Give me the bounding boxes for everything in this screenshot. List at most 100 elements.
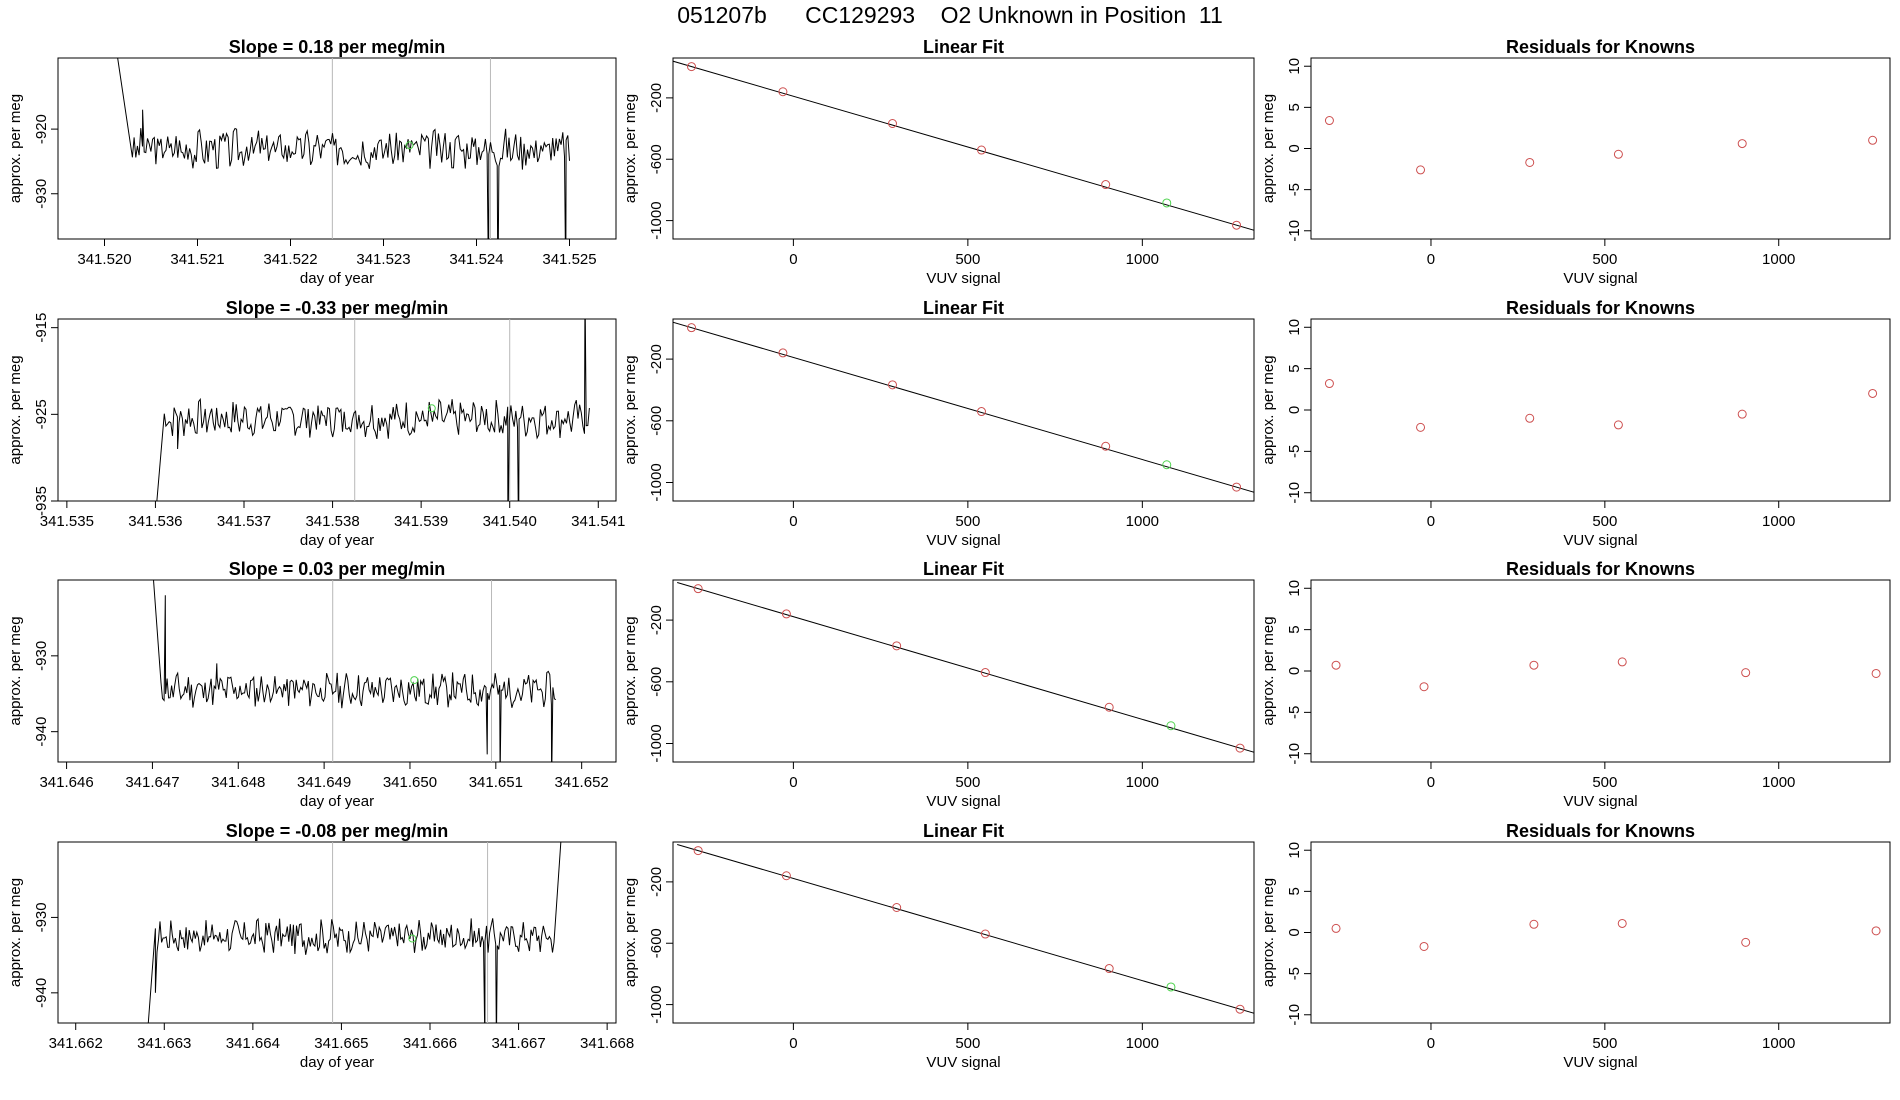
x-axis-label: VUV signal xyxy=(1563,793,1637,810)
plot-area xyxy=(1324,116,1878,175)
data-trace xyxy=(147,842,562,1023)
known-point xyxy=(693,584,703,594)
x-tick-label: 341.523 xyxy=(356,251,410,268)
x-tick-label: 341.539 xyxy=(394,513,448,530)
x-axis-label: VUV signal xyxy=(1563,532,1637,549)
y-tick-label: 0 xyxy=(1286,144,1303,152)
y-axis-label: approx. per meg xyxy=(1260,355,1277,464)
x-axis-label: VUV signal xyxy=(926,532,1000,549)
known-point xyxy=(1617,657,1627,667)
known-point xyxy=(1529,919,1539,929)
x-tick-label: 341.649 xyxy=(297,774,351,791)
y-tick-label: -600 xyxy=(648,667,665,697)
y-tick-label: 5 xyxy=(1286,364,1303,372)
panel-title: Slope = -0.33 per meg/min xyxy=(226,298,449,318)
panel-title: Linear Fit xyxy=(923,298,1004,318)
x-tick-label: 500 xyxy=(955,513,980,530)
panel-10 xyxy=(1304,579,1891,769)
fit-line xyxy=(673,60,1254,231)
panel-9 xyxy=(1304,318,1891,508)
x-tick-label: 341.668 xyxy=(580,1035,634,1052)
x-tick-label: 341.666 xyxy=(403,1035,457,1052)
y-tick-label: -200 xyxy=(648,83,665,113)
y-axis-label: approx. per meg xyxy=(7,94,24,203)
plot-frame xyxy=(672,57,1255,240)
y-tick-label: 10 xyxy=(1286,580,1303,597)
known-point xyxy=(1104,964,1114,974)
panel-4 xyxy=(666,57,1255,246)
panel-title: Residuals for Knowns xyxy=(1506,37,1695,57)
known-point xyxy=(1741,937,1751,947)
panel-3 xyxy=(51,841,617,1030)
y-tick-label: -930 xyxy=(33,902,50,932)
y-axis-label: approx. per meg xyxy=(7,355,24,464)
x-tick-label: 0 xyxy=(789,774,797,791)
data-trace xyxy=(156,319,590,501)
x-tick-label: 341.524 xyxy=(449,251,503,268)
x-tick-label: 341.663 xyxy=(137,1035,191,1052)
x-tick-label: 341.651 xyxy=(469,774,523,791)
known-point xyxy=(781,609,791,619)
x-tick-label: 341.662 xyxy=(49,1035,103,1052)
x-tick-label: 0 xyxy=(1427,774,1435,791)
unknown-point xyxy=(408,934,417,943)
known-point xyxy=(976,407,986,417)
y-tick-label: -5 xyxy=(1286,183,1303,196)
x-tick-label: 341.521 xyxy=(170,251,224,268)
x-tick-label: 1000 xyxy=(1126,1035,1159,1052)
x-tick-label: 0 xyxy=(1427,1035,1435,1052)
y-axis-label: approx. per meg xyxy=(622,616,639,725)
known-point xyxy=(1101,441,1111,451)
known-point xyxy=(1235,743,1245,753)
panel-title: Slope = -0.08 per meg/min xyxy=(226,821,449,841)
y-axis-label: approx. per meg xyxy=(7,878,24,987)
known-point xyxy=(693,846,703,856)
y-tick-label: -10 xyxy=(1286,1004,1303,1026)
panel-title: Linear Fit xyxy=(923,559,1004,579)
y-tick-label: 5 xyxy=(1286,103,1303,111)
x-axis-label: VUV signal xyxy=(1563,1054,1637,1071)
unknown-point xyxy=(1166,721,1176,731)
x-tick-label: 1000 xyxy=(1762,513,1795,530)
x-tick-label: 500 xyxy=(955,774,980,791)
x-axis-label: day of year xyxy=(300,532,374,549)
x-tick-label: 341.525 xyxy=(542,251,596,268)
x-axis-label: day of year xyxy=(300,1054,374,1071)
y-axis-label: approx. per meg xyxy=(622,878,639,987)
x-tick-label: 1000 xyxy=(1126,251,1159,268)
plot-area xyxy=(673,321,1254,493)
known-point xyxy=(887,118,897,128)
known-point xyxy=(1529,660,1539,670)
x-axis-label: VUV signal xyxy=(926,793,1000,810)
known-point xyxy=(1324,116,1334,126)
known-point xyxy=(1419,941,1429,951)
y-tick-label: 5 xyxy=(1286,887,1303,895)
plot-area xyxy=(1331,918,1881,951)
known-point xyxy=(1525,413,1535,423)
x-tick-label: 500 xyxy=(1592,774,1617,791)
known-point xyxy=(887,380,897,390)
x-axis-label: day of year xyxy=(300,270,374,287)
known-point xyxy=(1871,926,1881,936)
y-tick-label: -1000 xyxy=(648,724,665,762)
x-tick-label: 341.535 xyxy=(40,513,94,530)
plot-area xyxy=(677,581,1254,753)
known-point xyxy=(778,348,788,358)
x-tick-label: 500 xyxy=(1592,1035,1617,1052)
panel-8 xyxy=(1304,57,1891,246)
panel-title: Residuals for Knowns xyxy=(1506,298,1695,318)
unknown-point xyxy=(405,141,414,150)
fit-line xyxy=(677,843,1254,1014)
known-point xyxy=(980,668,990,678)
known-point xyxy=(781,871,791,881)
y-axis-label: approx. per meg xyxy=(622,94,639,203)
plot-area xyxy=(1324,379,1878,432)
x-tick-label: 341.648 xyxy=(211,774,265,791)
panel-title: Slope = 0.03 per meg/min xyxy=(229,559,446,579)
x-axis-label: VUV signal xyxy=(926,270,1000,287)
plot-frame xyxy=(1310,318,1891,502)
x-axis-label: VUV signal xyxy=(1563,270,1637,287)
y-tick-label: -915 xyxy=(33,313,50,343)
y-tick-label: 0 xyxy=(1286,667,1303,675)
x-tick-label: 341.664 xyxy=(226,1035,280,1052)
